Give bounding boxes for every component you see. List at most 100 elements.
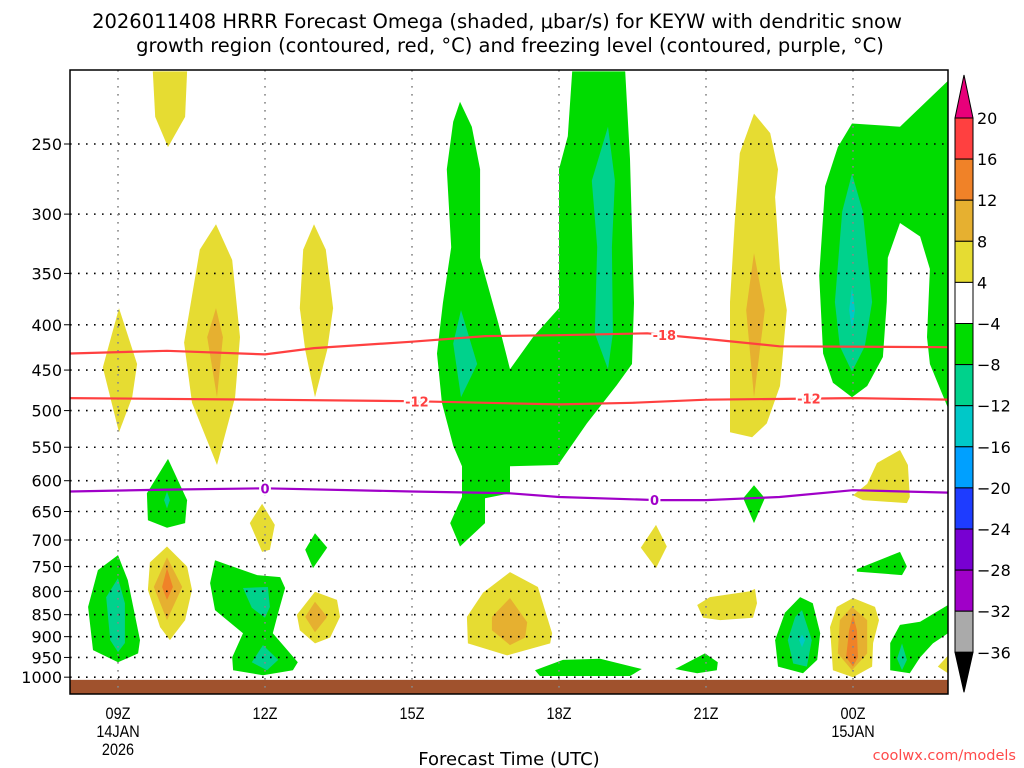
colorbar-band [954,323,974,366]
y-tick-label: 650 [31,502,62,521]
omega-region-12-to-16 [846,614,858,667]
x-tick-label: 00Z [841,705,866,723]
colorbar-label: −32 [977,602,1011,621]
y-tick-label: 250 [31,135,62,154]
colorbar-band [954,158,974,201]
omega-region-8-to-12 [305,601,328,633]
omega-region-4-to-8 [299,224,334,398]
omega-region-12-to-16 [162,568,173,600]
freezing-level-0-label: 0 [650,494,659,509]
colorbar-label: 12 [977,191,997,210]
colorbar-band [954,117,974,160]
y-tick-label: 1000 [21,668,62,687]
x-tick-label: 2026 [102,741,134,759]
dgz-minus12-label: -12 [405,395,429,410]
y-tick-label: 500 [31,402,62,421]
colorbar-band [954,281,974,324]
y-axis-ticks: 250 300 350 400 450 500 550 600 650 700 750 800 850 9… [21,135,70,687]
chart-title-line-2: growth region (contoured, red, °C) and f… [136,34,884,57]
x-tick-label: 21Z [694,705,719,723]
x-tick-label: 09Z [106,705,131,723]
colorbar-bottom-extend-arrow [954,651,974,693]
omega-region--12-to--8 [164,491,170,509]
chart-title-line-1: 2026011408 HRRR Forecast Omega (shaded, … [92,10,902,33]
colorbar-band [954,405,974,448]
omega-region-4-to-8 [102,308,138,433]
colorbar-band [954,610,974,653]
colorbar-label: −8 [977,356,1001,375]
omega-region-4-to-8 [249,503,275,552]
y-tick-label: 600 [31,472,62,491]
y-tick-label: 850 [31,606,62,625]
y-tick-label: 300 [31,205,62,224]
colorbar-band [954,364,974,407]
freezing-level-0-line [70,487,948,502]
y-tick-label: 800 [31,582,62,601]
x-axis-label: Forecast Time (UTC) [418,749,599,768]
dgz-minus12-line [70,397,948,406]
omega-region--12-to--8 [787,610,812,667]
colorbar-label: −28 [977,561,1011,580]
omega-region--12-to--8 [591,126,615,370]
colorbar-band [954,446,974,489]
y-tick-label: 350 [31,264,62,283]
omega-region-4-to-8 [697,588,757,621]
colorbar-label: −4 [977,315,1001,334]
colorbar-top-extend-arrow [954,74,974,119]
omega-region--8-to--4 [675,653,718,674]
omega-region--8-to--4 [535,658,642,676]
y-tick-label: 950 [31,648,62,667]
shaded-omega-regions [88,71,948,678]
colorbar-label: 4 [977,273,987,292]
colorbar-band [954,569,974,612]
dgz-minus18-line [70,332,948,356]
colorbar-label: −20 [977,479,1011,498]
x-tick-label: 14JAN [96,723,139,741]
grid-lines [70,70,948,694]
y-tick-label: 750 [31,558,62,577]
omega-region--12-to--8 [251,645,279,671]
terrain-below-ground [70,679,948,694]
omega-region--12-to--8 [453,310,478,398]
colorbar-label: 20 [977,109,997,128]
colorbar-band [954,240,974,283]
y-tick-label: 450 [31,361,62,380]
omega-region--8-to--4 [743,485,765,524]
colorbar-band [954,487,974,530]
omega-region--8-to--4 [305,533,328,569]
y-tick-label: 550 [31,438,62,457]
x-tick-label: 12Z [253,705,278,723]
y-tick-label: 400 [31,316,62,335]
x-tick-label: 15JAN [831,723,874,741]
colorbar-band [954,528,974,571]
colorbar-label: 16 [977,150,997,169]
colorbar-legend: 20 16 12 8 4 −4 −8 −12 −16 −20 −24 −28 −32 −36 [954,74,1011,693]
omega-region-4-to-8 [640,524,667,569]
y-tick-label: 900 [31,628,62,647]
omega-region-8-to-12 [491,598,528,646]
omega-region-4-to-8 [937,655,948,674]
omega-region--8-to--4 [856,551,907,576]
x-tick-label: 18Z [547,705,572,723]
colorbar-label: 8 [977,232,987,251]
watermark: coolwx.com/models [873,748,1016,764]
colorbar-label: −16 [977,438,1011,457]
colorbar-label: −12 [977,397,1011,416]
freezing-level-0-label: 0 [260,482,269,497]
omega-region--8-to--4 [437,71,634,547]
dgz-minus12-label: -12 [797,393,821,408]
dgz-minus18-label: -18 [653,329,677,344]
plot-frame [69,69,949,695]
omega-region--12-to--8 [106,578,125,653]
omega-region--16-to--12 [799,634,805,648]
contour-lines: -18 -12 -12 0 0 [70,327,948,511]
omega-region-4-to-8 [152,71,188,148]
omega-region-4-to-8 [730,113,787,438]
x-tick-label: 15Z [400,705,425,723]
omega-region--12-to--8 [834,173,873,372]
omega-region-8-to-12 [746,253,765,398]
colorbar-label: −24 [977,520,1011,539]
colorbar-label: −36 [977,643,1011,662]
